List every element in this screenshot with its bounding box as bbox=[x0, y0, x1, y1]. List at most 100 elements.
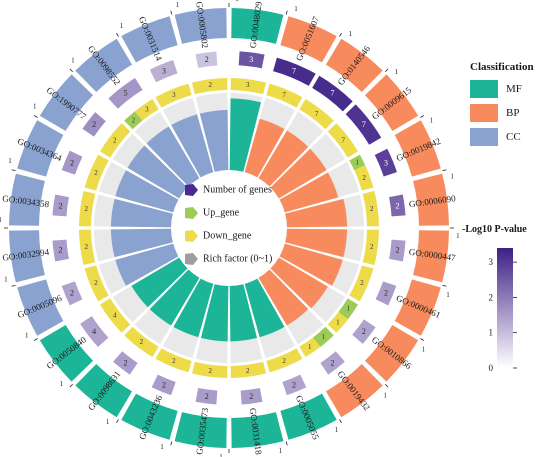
gene-count-label: 2 bbox=[124, 358, 128, 367]
gene-count-bar bbox=[52, 239, 69, 262]
gene-count-bar bbox=[320, 351, 345, 375]
tick-mark bbox=[69, 68, 74, 73]
down-gene-bar bbox=[349, 265, 374, 302]
gene-count-bar bbox=[345, 104, 382, 145]
down-gene-label: 2 bbox=[94, 169, 98, 177]
gene-count-label: 7 bbox=[292, 66, 296, 75]
gene-count-bar bbox=[108, 77, 143, 109]
down-gene-label: 2 bbox=[208, 367, 212, 375]
down-gene-label: 2 bbox=[370, 205, 374, 213]
gene-count-bar bbox=[149, 60, 178, 83]
gene-count-label: 2 bbox=[205, 392, 209, 401]
down-gene-label: 2 bbox=[172, 357, 176, 365]
center-legend-swatch bbox=[185, 253, 198, 265]
term-segment bbox=[17, 120, 64, 177]
gene-count-label: 2 bbox=[396, 246, 400, 255]
tick-mark bbox=[11, 284, 16, 287]
down-gene-label: 3 bbox=[246, 81, 250, 89]
classification-swatch bbox=[470, 104, 498, 122]
classification-title: Classification bbox=[470, 61, 534, 73]
tick-label: 1 bbox=[383, 391, 387, 399]
down-gene-bar bbox=[230, 361, 267, 378]
term-segment bbox=[394, 120, 441, 177]
up-gene-bar bbox=[313, 326, 334, 348]
tick-label: 1 bbox=[219, 453, 223, 457]
rich-factor-bar bbox=[244, 278, 285, 338]
gene-count-bar bbox=[389, 194, 406, 217]
colorbar-gradient bbox=[497, 248, 513, 368]
gene-count-label: 3 bbox=[162, 66, 166, 75]
gene-count-label: 2 bbox=[362, 327, 366, 336]
tick-mark bbox=[442, 284, 447, 287]
rich-factor-bar bbox=[127, 145, 188, 199]
tick-mark bbox=[116, 419, 119, 424]
tick-label: 1 bbox=[160, 443, 164, 451]
outer-tick-marks: 111111111111111111111111 bbox=[0, 0, 460, 457]
term-segment bbox=[394, 279, 441, 336]
down-gene-label: 7 bbox=[341, 136, 345, 144]
classification-swatch bbox=[470, 80, 498, 98]
center-legend-label: Rich factor (0~1) bbox=[203, 254, 272, 265]
tick-label: 1 bbox=[71, 57, 75, 65]
down-gene-label: 2 bbox=[84, 205, 88, 213]
rich-factor-bar bbox=[115, 170, 179, 213]
down-gene-bar bbox=[79, 190, 96, 227]
gene-count-bar bbox=[52, 194, 69, 217]
down-gene-bar bbox=[266, 83, 303, 108]
rich-factor-ring bbox=[94, 93, 364, 363]
up-gene-bar bbox=[338, 298, 358, 320]
gene-count-label: 5 bbox=[124, 89, 128, 98]
tick-mark bbox=[442, 169, 447, 172]
term-segment bbox=[325, 38, 383, 93]
down-gene-bar bbox=[155, 83, 192, 108]
down-gene-bar bbox=[191, 78, 228, 95]
gene-count-label: 2 bbox=[292, 381, 296, 390]
tick-label: 1 bbox=[279, 447, 283, 455]
center-legend: Number of genes Up_gene Down_gene Rich fact… bbox=[185, 184, 272, 265]
term-segment bbox=[413, 173, 449, 226]
classification-swatch bbox=[470, 128, 498, 146]
tick-label: 1 bbox=[8, 157, 12, 165]
gene-count-bar bbox=[82, 112, 106, 137]
gene-count-label: 7 bbox=[362, 120, 366, 129]
term-segment bbox=[174, 412, 227, 448]
down-gene-bar bbox=[84, 265, 109, 302]
rich-factor-bar bbox=[115, 243, 179, 286]
tick-label: 1 bbox=[395, 68, 399, 76]
pvalue-colorbar: -Log10 P-value 3 2 1 0 bbox=[462, 224, 527, 373]
gene-count-bar bbox=[195, 388, 218, 405]
term-segment bbox=[231, 8, 284, 44]
down-gene-bar bbox=[362, 229, 379, 266]
outer-term-ring: GO:0048029 GO:0051607GO:0140546GO:0009615… bbox=[2, 0, 457, 455]
tick-mark bbox=[285, 441, 288, 446]
up-gene-bar bbox=[124, 111, 143, 130]
down-gene-label: 1 bbox=[308, 343, 312, 351]
colorbar-tick-label: 3 bbox=[489, 257, 494, 267]
term-segment bbox=[364, 74, 419, 132]
classification-label: CC bbox=[506, 131, 521, 143]
down-gene-label: 2 bbox=[362, 174, 366, 182]
tick-mark bbox=[33, 115, 38, 118]
gene-count-label: 2 bbox=[58, 246, 62, 255]
down-gene-label: 2 bbox=[113, 136, 117, 144]
tick-label: 1 bbox=[0, 216, 2, 224]
up-gene-bar bbox=[349, 154, 366, 171]
tick-label: 1 bbox=[421, 345, 425, 353]
tick-mark bbox=[285, 10, 288, 15]
tick-label: 1 bbox=[4, 275, 8, 283]
tick-label: 1 bbox=[120, 22, 124, 30]
gene-count-label: 2 bbox=[249, 392, 253, 401]
gene-count-label: 2 bbox=[162, 381, 166, 390]
tick-label: 1 bbox=[450, 173, 454, 181]
up-gene-label: 1 bbox=[346, 305, 350, 313]
tick-mark bbox=[116, 32, 119, 37]
down-gene-bar bbox=[134, 99, 159, 121]
down-gene-label: 3 bbox=[145, 106, 149, 114]
gene-count-label: 2 bbox=[396, 201, 400, 210]
colorbar-tick-label: 2 bbox=[489, 292, 494, 302]
tick-mark bbox=[33, 338, 38, 341]
gene-count-bar bbox=[61, 281, 83, 306]
down-gene-bar bbox=[84, 154, 109, 191]
